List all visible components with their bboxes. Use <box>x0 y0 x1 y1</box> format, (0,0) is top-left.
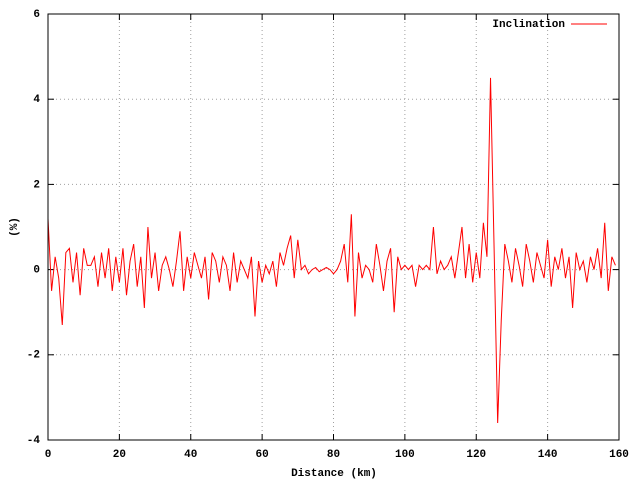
x-tick-label: 40 <box>184 449 197 461</box>
y-tick-label: 6 <box>33 9 40 21</box>
y-tick-label: -4 <box>27 435 41 447</box>
x-axis-label: Distance (km) <box>291 468 377 480</box>
y-tick-label: 2 <box>33 179 40 191</box>
x-tick-label: 100 <box>395 449 415 461</box>
legend-label: Inclination <box>492 19 565 31</box>
x-tick-label: 0 <box>45 449 52 461</box>
y-tick-label: 0 <box>33 265 40 277</box>
y-tick-label: 4 <box>33 94 40 106</box>
x-tick-label: 120 <box>466 449 486 461</box>
plot-frame <box>47 13 620 441</box>
data-line <box>47 77 616 423</box>
x-tick-label: 160 <box>609 449 629 461</box>
x-tick-label: 140 <box>538 449 558 461</box>
y-axis-label: (%) <box>9 217 21 237</box>
x-tick-label: 20 <box>113 449 126 461</box>
x-tick-label: 80 <box>327 449 340 461</box>
x-tick-label: 60 <box>256 449 269 461</box>
y-tick-label: -2 <box>27 350 40 362</box>
